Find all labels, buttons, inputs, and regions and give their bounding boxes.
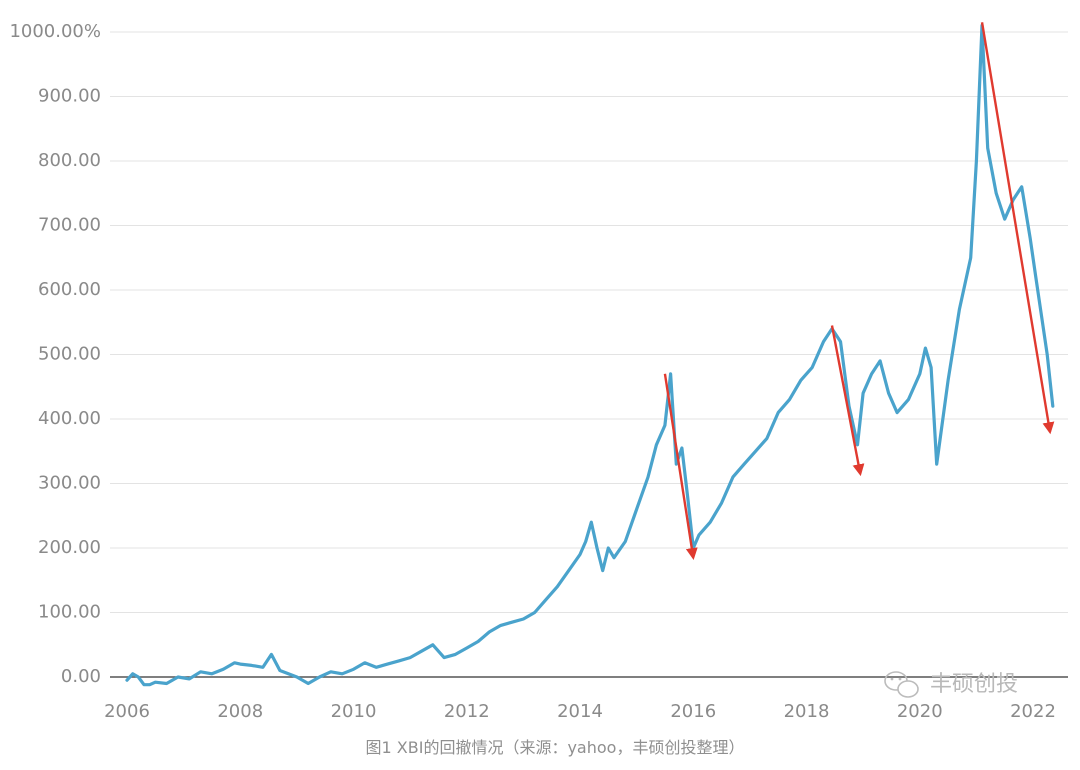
chart-caption: 图1 XBI的回撤情况（来源：yahoo，丰硕创投整理）	[366, 738, 745, 757]
drawdown-arrow	[663, 373, 698, 561]
gridlines	[110, 31, 1068, 678]
series-line	[125, 23, 1055, 687]
x-tick-label: 2006	[104, 701, 150, 722]
y-tick-label: 100.00	[38, 602, 101, 623]
watermark: 丰硕创投	[884, 671, 1018, 698]
x-tick-label: 2020	[897, 701, 943, 722]
y-axis-ticks: 0.00 100.00 200.00 300.00 400.00 500.00 600.00…	[9, 21, 101, 687]
x-tick-label: 2010	[331, 701, 377, 722]
x-tick-label: 2012	[444, 701, 490, 722]
drawdown-arrow	[830, 325, 865, 477]
watermark-text: 丰硕创投	[930, 672, 1018, 697]
y-tick-label: 400.00	[38, 408, 101, 429]
y-tick-label: 700.00	[38, 215, 101, 236]
y-tick-label: 500.00	[38, 344, 101, 365]
x-tick-label: 2018	[784, 701, 830, 722]
y-tick-label: 1000.00%	[9, 21, 101, 42]
series-layer	[125, 23, 1055, 687]
drawdown-arrows	[663, 22, 1055, 561]
y-tick-label: 900.00	[38, 86, 101, 107]
x-tick-label: 2008	[217, 701, 263, 722]
x-tick-label: 2022	[1010, 701, 1056, 722]
drawdown-arrow	[980, 22, 1055, 435]
y-tick-label: 600.00	[38, 279, 101, 300]
x-tick-label: 2016	[670, 701, 716, 722]
x-axis-ticks: 2006 2008 2010 2012 2014 2016 2018 2020 2022	[104, 701, 1056, 722]
y-tick-label: 0.00	[61, 666, 101, 687]
y-tick-label: 200.00	[38, 537, 101, 558]
y-tick-label: 800.00	[38, 150, 101, 171]
wechat-icon	[884, 671, 919, 698]
y-tick-label: 300.00	[38, 473, 101, 494]
x-tick-label: 2014	[557, 701, 603, 722]
